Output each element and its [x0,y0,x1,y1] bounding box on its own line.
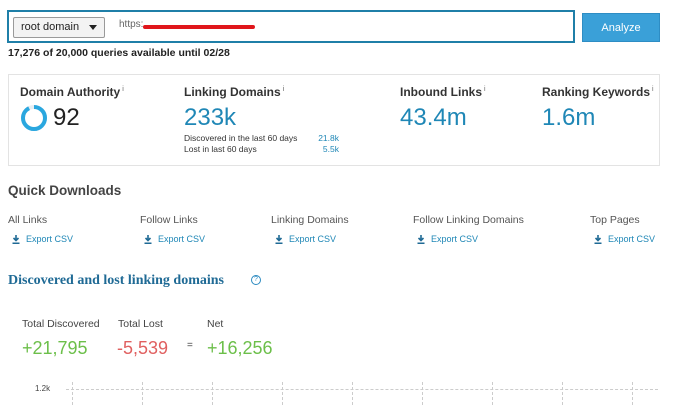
linking-domains-metric: Linking Domains i 233k Discovered in the … [184,85,339,154]
download-label-follow-links: Follow Links [140,214,198,226]
download-label-linking-domains: Linking Domains [271,214,349,226]
gridline-vertical [352,382,353,405]
gridline-vertical [212,382,213,405]
total-discovered-label: Total Discovered [22,318,100,330]
chevron-down-icon [89,25,97,30]
redaction-mark [143,25,255,29]
ranking-keywords-label: Ranking Keywords i [542,85,654,99]
url-prefix: https: [119,19,144,30]
gridline-vertical [72,382,73,405]
gridline-vertical [142,382,143,405]
total-discovered-value: +21,795 [22,338,88,358]
linking-domains-label: Linking Domains i [184,85,285,99]
inbound-links-label: Inbound Links i [400,85,486,99]
scope-select[interactable]: root domain [13,17,105,38]
linking-domains-value: 233k [184,104,237,131]
url-input[interactable]: https: [119,19,143,30]
gridline-horizontal [66,389,658,390]
ranking-keywords-metric: Ranking Keywords i 1.6m [542,85,654,132]
gridline-vertical [282,382,283,405]
download-label-follow-linking-domains: Follow Linking Domains [413,214,524,226]
download-icon [594,234,602,244]
download-icon [144,234,152,244]
discovered-row: Discovered in the last 60 days 21.8k [184,133,339,143]
net-value: +16,256 [207,338,273,358]
gridline-vertical [632,382,633,405]
search-bar: root domain https: [7,10,575,43]
export-csv-linking-domains[interactable]: Export CSV [275,234,336,244]
download-label-all-links: All Links [8,214,48,226]
help-icon[interactable]: ? [251,275,261,285]
net-label: Net [207,318,224,330]
inbound-links-metric: Inbound Links i 43.4m [400,85,486,132]
y-axis-tick: 1.2k [35,384,51,393]
analyze-button[interactable]: Analyze [582,13,660,42]
info-icon[interactable]: i [652,86,654,93]
download-icon [12,234,20,244]
export-csv-all-links[interactable]: Export CSV [12,234,73,244]
domain-authority-metric: Domain Authority i 92 [20,85,124,132]
inbound-links-value: 43.4m [400,104,467,131]
export-csv-follow-linking-domains[interactable]: Export CSV [417,234,478,244]
discovered-lost-title: Discovered and lost linking domains [8,273,225,288]
info-icon[interactable]: i [122,86,124,93]
equals-sign: = [187,340,193,351]
gridline-vertical [562,382,563,405]
total-lost-value: -5,539 [117,338,169,358]
quick-downloads-title: Quick Downloads [8,183,122,198]
download-label-top-pages: Top Pages [590,214,640,226]
export-csv-top-pages[interactable]: Export CSV [594,234,655,244]
info-icon[interactable]: i [484,86,486,93]
query-quota: 17,276 of 20,000 queries available until… [8,47,230,59]
domain-authority-label: Domain Authority i [20,85,124,99]
ranking-keywords-value: 1.6m [542,104,596,131]
gridline-vertical [492,382,493,405]
download-icon [417,234,425,244]
total-lost-label: Total Lost [118,318,163,330]
domain-authority-value: 92 [53,104,80,131]
metrics-panel: Domain Authority i 92 Linking Domains i 23… [8,74,660,166]
scope-select-value: root domain [21,21,80,33]
download-icon [275,234,283,244]
lost-row: Lost in last 60 days 5.5k [184,144,339,154]
info-icon[interactable]: i [282,86,285,93]
authority-ring-icon [21,105,47,131]
gridline-vertical [422,382,423,405]
export-csv-follow-links[interactable]: Export CSV [144,234,205,244]
